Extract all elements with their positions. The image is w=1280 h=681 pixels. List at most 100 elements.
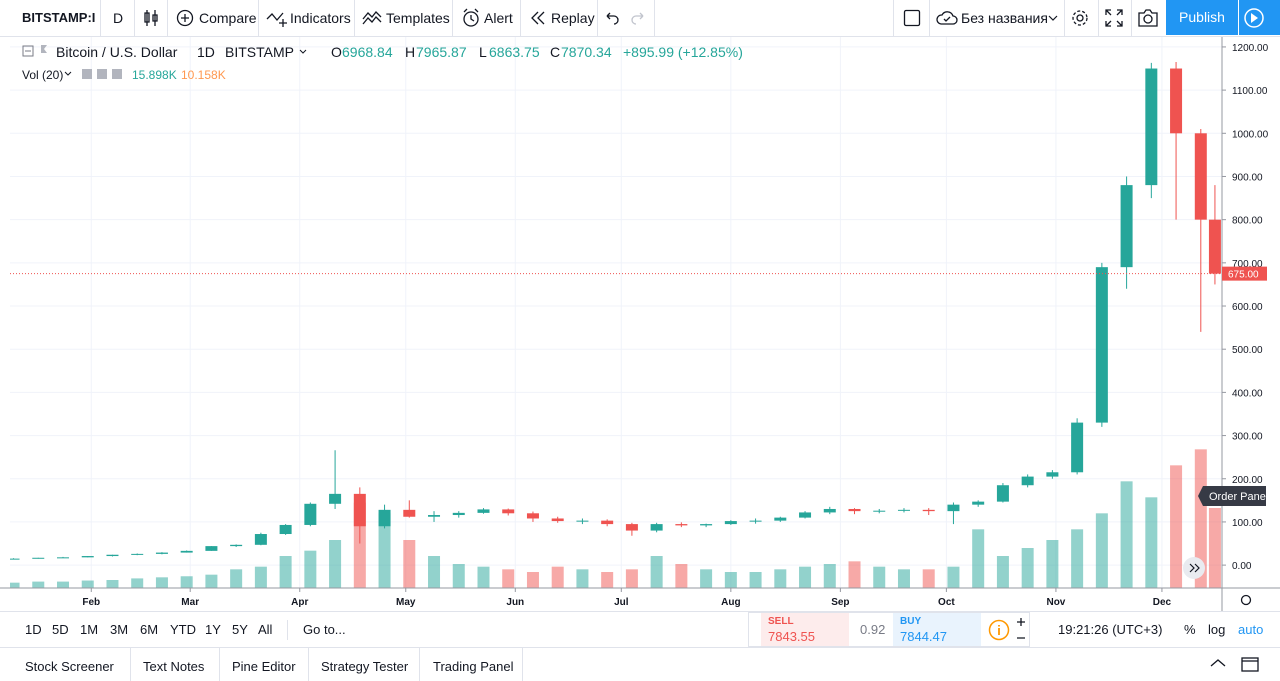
- cloud-icon[interactable]: [935, 9, 959, 27]
- collapse-icon[interactable]: [22, 45, 34, 57]
- candle-body: [180, 550, 193, 553]
- maximize-panel-icon[interactable]: [1241, 657, 1259, 672]
- candle-body: [700, 524, 713, 526]
- compare-icon[interactable]: [176, 9, 194, 27]
- volume-bar: [650, 556, 663, 588]
- volume-bar: [279, 556, 292, 588]
- volume-bar: [428, 556, 441, 588]
- compare-button[interactable]: Compare: [199, 10, 257, 26]
- trade-widget: SELL 7843.55 0.92 BUY 7844.47: [748, 612, 1030, 647]
- panel-tab[interactable]: Pine Editor: [232, 659, 296, 674]
- volume-bar: [1120, 481, 1133, 588]
- candle-body: [749, 520, 762, 522]
- candle-body: [131, 553, 144, 555]
- range-button[interactable]: All: [258, 622, 273, 637]
- panel-tab[interactable]: Stock Screener: [25, 659, 114, 674]
- high-label: H: [405, 44, 415, 60]
- layout-icon[interactable]: [903, 9, 921, 27]
- undo-redo[interactable]: [604, 10, 646, 26]
- volume-bar: [1095, 513, 1108, 588]
- fullscreen-icon[interactable]: [1105, 9, 1123, 27]
- snapshot-icon[interactable]: [1137, 9, 1159, 27]
- replay-play-button[interactable]: [1239, 0, 1280, 35]
- x-tick-label: May: [396, 597, 416, 608]
- range-button[interactable]: 1D: [25, 622, 42, 637]
- range-button[interactable]: 1M: [80, 622, 99, 637]
- volume-title: Vol (20): [22, 68, 63, 82]
- indicators-button[interactable]: Indicators: [290, 10, 351, 26]
- clock: 19:21:26 (UTC+3): [1058, 622, 1163, 637]
- volume-bar: [972, 529, 985, 588]
- axis-settings-icon[interactable]: [1240, 594, 1252, 606]
- legend-chevron[interactable]: [299, 49, 307, 54]
- range-button[interactable]: 5Y: [232, 622, 248, 637]
- last-price-tag: [1222, 266, 1267, 281]
- panel-tab[interactable]: Text Notes: [143, 659, 205, 674]
- axes: 0.00 100.00 200.00 300.00 400.00 500.00 600.00…: [10, 43, 1269, 608]
- publish-button[interactable]: Publish: [1166, 0, 1238, 35]
- x-tick-label: Feb: [82, 597, 100, 608]
- chart-type-icon[interactable]: [143, 9, 159, 27]
- panel-tab[interactable]: Strategy Tester: [321, 659, 409, 674]
- auto-toggle[interactable]: auto: [1238, 622, 1264, 637]
- volume-bar: [551, 566, 564, 588]
- candle-body: [947, 504, 960, 512]
- templates-icon[interactable]: [362, 9, 382, 27]
- candle-body: [106, 554, 119, 557]
- volume-bar: [304, 550, 317, 588]
- candle-body: [873, 510, 886, 512]
- info-icon[interactable]: [988, 619, 1010, 641]
- spread: 0.92: [860, 622, 886, 637]
- indicators-icon[interactable]: [266, 9, 288, 27]
- candle-layer: [10, 62, 1221, 560]
- volume-bar: [922, 569, 935, 588]
- replay-button[interactable]: Replay: [551, 10, 595, 26]
- symbol[interactable]: BITSTAMP:I: [22, 10, 96, 25]
- alert-button[interactable]: Alert: [484, 10, 513, 26]
- alert-icon[interactable]: [461, 8, 481, 28]
- settings-icon[interactable]: [1070, 8, 1090, 28]
- y-tick-label: 1200.00: [1232, 43, 1269, 54]
- templates-button[interactable]: Templates: [386, 10, 450, 26]
- volume-bar: [823, 564, 836, 588]
- log-toggle[interactable]: log: [1208, 622, 1226, 637]
- legend-title: Bitcoin / U.S. Dollar: [56, 44, 178, 60]
- range-button[interactable]: 5D: [52, 622, 69, 637]
- x-tick-label: Oct: [938, 597, 955, 608]
- candle-body: [477, 509, 490, 513]
- scroll-right-icon: [1189, 563, 1200, 573]
- volume-bar: [131, 578, 144, 588]
- volume-bar: [947, 566, 960, 588]
- vol-remove-icon[interactable]: [112, 69, 122, 79]
- sell-button[interactable]: SELL 7843.55: [761, 613, 849, 646]
- range-button[interactable]: YTD: [170, 622, 196, 637]
- vol-eye-icon[interactable]: [82, 69, 92, 79]
- flag-icon[interactable]: [41, 45, 47, 53]
- volume-bar: [1071, 529, 1084, 588]
- qty-buttons[interactable]: [1015, 615, 1027, 645]
- goto-button[interactable]: Go to...: [303, 622, 346, 637]
- buy-button[interactable]: BUY 7844.47: [893, 613, 981, 646]
- percent-toggle[interactable]: %: [1184, 622, 1196, 637]
- range-button[interactable]: 3M: [110, 622, 129, 637]
- bottom-toolbar: 1D 5D 1M 3M 6M YTD 1Y 5Y All Go to... SELL 7843.…: [0, 611, 1280, 647]
- replay-icon[interactable]: [530, 11, 546, 25]
- range-button[interactable]: 6M: [140, 622, 159, 637]
- interval[interactable]: D: [113, 10, 124, 26]
- order-panel-tag[interactable]: Order Panel: [1198, 486, 1268, 506]
- layout-name[interactable]: Без названия: [961, 10, 1048, 26]
- vol-settings-icon[interactable]: [97, 69, 107, 79]
- candle-body: [1194, 133, 1207, 220]
- collapse-panel-icon[interactable]: [1210, 658, 1226, 668]
- order-panel-label: Order Panel: [1209, 491, 1268, 503]
- volume-bar: [10, 582, 20, 588]
- panel-tab[interactable]: Trading Panel: [433, 659, 514, 674]
- range-button[interactable]: 1Y: [205, 622, 221, 637]
- candle-body: [32, 557, 45, 559]
- tab-separator: [130, 648, 131, 681]
- order-panel-bg: [1198, 486, 1266, 506]
- volume-bar: [1170, 465, 1183, 588]
- volume-chevron[interactable]: [64, 71, 72, 76]
- x-tick-label: Sep: [831, 597, 849, 608]
- y-tick-label: 600.00: [1232, 302, 1263, 313]
